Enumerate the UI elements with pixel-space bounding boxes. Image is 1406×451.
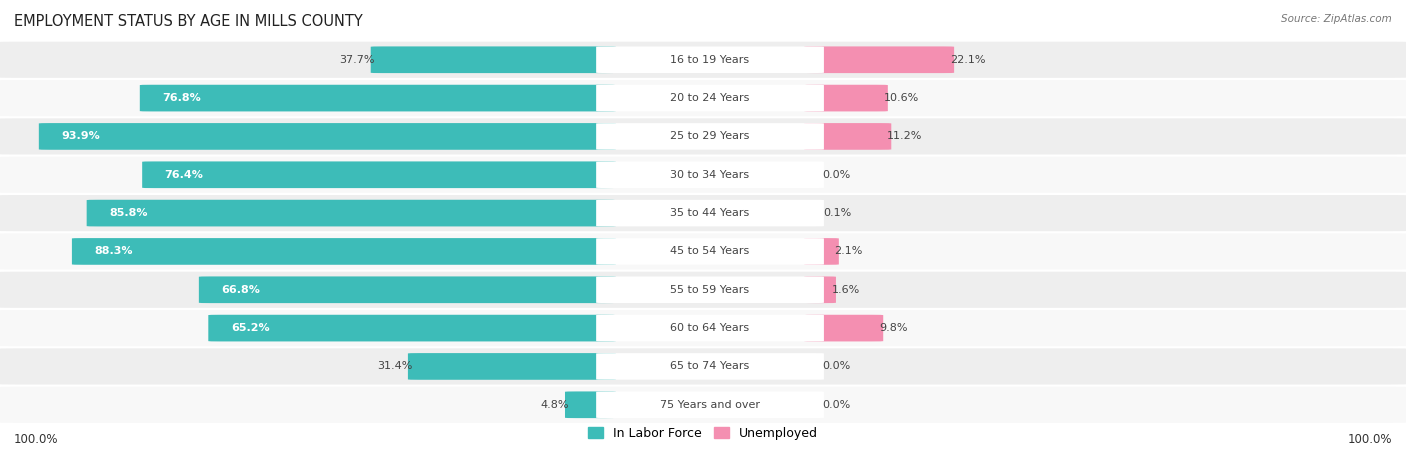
- Text: 25 to 29 Years: 25 to 29 Years: [671, 131, 749, 142]
- Text: 76.8%: 76.8%: [162, 93, 201, 103]
- Text: 0.1%: 0.1%: [823, 208, 852, 218]
- FancyBboxPatch shape: [596, 315, 824, 341]
- Text: 9.8%: 9.8%: [879, 323, 907, 333]
- FancyBboxPatch shape: [596, 200, 824, 226]
- FancyBboxPatch shape: [804, 123, 891, 150]
- FancyBboxPatch shape: [87, 200, 616, 226]
- FancyBboxPatch shape: [596, 85, 824, 111]
- FancyBboxPatch shape: [0, 118, 1406, 155]
- FancyBboxPatch shape: [804, 276, 837, 303]
- FancyBboxPatch shape: [72, 238, 616, 265]
- Text: EMPLOYMENT STATUS BY AGE IN MILLS COUNTY: EMPLOYMENT STATUS BY AGE IN MILLS COUNTY: [14, 14, 363, 28]
- Text: 88.3%: 88.3%: [94, 246, 134, 257]
- FancyBboxPatch shape: [596, 46, 824, 73]
- Text: 75 Years and over: 75 Years and over: [659, 400, 761, 410]
- FancyBboxPatch shape: [39, 123, 616, 150]
- FancyBboxPatch shape: [804, 46, 955, 73]
- Text: 66.8%: 66.8%: [221, 285, 260, 295]
- FancyBboxPatch shape: [198, 276, 616, 303]
- FancyBboxPatch shape: [371, 46, 616, 73]
- FancyBboxPatch shape: [0, 233, 1406, 270]
- FancyBboxPatch shape: [0, 41, 1406, 78]
- Text: 10.6%: 10.6%: [883, 93, 920, 103]
- Text: 20 to 24 Years: 20 to 24 Years: [671, 93, 749, 103]
- FancyBboxPatch shape: [0, 348, 1406, 385]
- FancyBboxPatch shape: [596, 391, 824, 418]
- Text: 22.1%: 22.1%: [950, 55, 986, 65]
- Text: 93.9%: 93.9%: [62, 131, 100, 142]
- Text: 60 to 64 Years: 60 to 64 Years: [671, 323, 749, 333]
- Text: 37.7%: 37.7%: [339, 55, 375, 65]
- FancyBboxPatch shape: [596, 276, 824, 303]
- Text: 85.8%: 85.8%: [110, 208, 148, 218]
- Text: 45 to 54 Years: 45 to 54 Years: [671, 246, 749, 257]
- FancyBboxPatch shape: [0, 195, 1406, 231]
- Text: 55 to 59 Years: 55 to 59 Years: [671, 285, 749, 295]
- FancyBboxPatch shape: [804, 85, 887, 111]
- FancyBboxPatch shape: [596, 353, 824, 380]
- Legend: In Labor Force, Unemployed: In Labor Force, Unemployed: [583, 422, 823, 445]
- Text: 30 to 34 Years: 30 to 34 Years: [671, 170, 749, 180]
- FancyBboxPatch shape: [596, 123, 824, 150]
- FancyBboxPatch shape: [565, 391, 616, 418]
- Text: 11.2%: 11.2%: [887, 131, 922, 142]
- FancyBboxPatch shape: [0, 156, 1406, 193]
- FancyBboxPatch shape: [596, 161, 824, 188]
- Text: 76.4%: 76.4%: [165, 170, 204, 180]
- Text: Source: ZipAtlas.com: Source: ZipAtlas.com: [1281, 14, 1392, 23]
- Text: 4.8%: 4.8%: [541, 400, 569, 410]
- FancyBboxPatch shape: [0, 310, 1406, 346]
- Text: 0.0%: 0.0%: [823, 400, 851, 410]
- Text: 65 to 74 Years: 65 to 74 Years: [671, 361, 749, 372]
- Text: 1.6%: 1.6%: [832, 285, 860, 295]
- Text: 2.1%: 2.1%: [835, 246, 863, 257]
- FancyBboxPatch shape: [804, 315, 883, 341]
- FancyBboxPatch shape: [596, 238, 824, 265]
- Text: 0.0%: 0.0%: [823, 361, 851, 372]
- FancyBboxPatch shape: [0, 272, 1406, 308]
- FancyBboxPatch shape: [142, 161, 616, 188]
- Text: 0.0%: 0.0%: [823, 170, 851, 180]
- Text: 100.0%: 100.0%: [1347, 433, 1392, 446]
- FancyBboxPatch shape: [408, 353, 616, 380]
- FancyBboxPatch shape: [139, 85, 616, 111]
- FancyBboxPatch shape: [804, 238, 839, 265]
- FancyBboxPatch shape: [0, 80, 1406, 116]
- FancyBboxPatch shape: [208, 315, 616, 341]
- Text: 65.2%: 65.2%: [231, 323, 270, 333]
- Text: 100.0%: 100.0%: [14, 433, 59, 446]
- Text: 16 to 19 Years: 16 to 19 Years: [671, 55, 749, 65]
- Text: 31.4%: 31.4%: [377, 361, 412, 372]
- Text: 35 to 44 Years: 35 to 44 Years: [671, 208, 749, 218]
- FancyBboxPatch shape: [0, 387, 1406, 423]
